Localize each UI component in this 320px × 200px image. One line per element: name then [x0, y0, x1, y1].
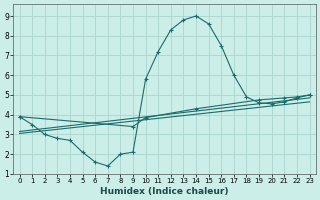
X-axis label: Humidex (Indice chaleur): Humidex (Indice chaleur) — [100, 187, 229, 196]
